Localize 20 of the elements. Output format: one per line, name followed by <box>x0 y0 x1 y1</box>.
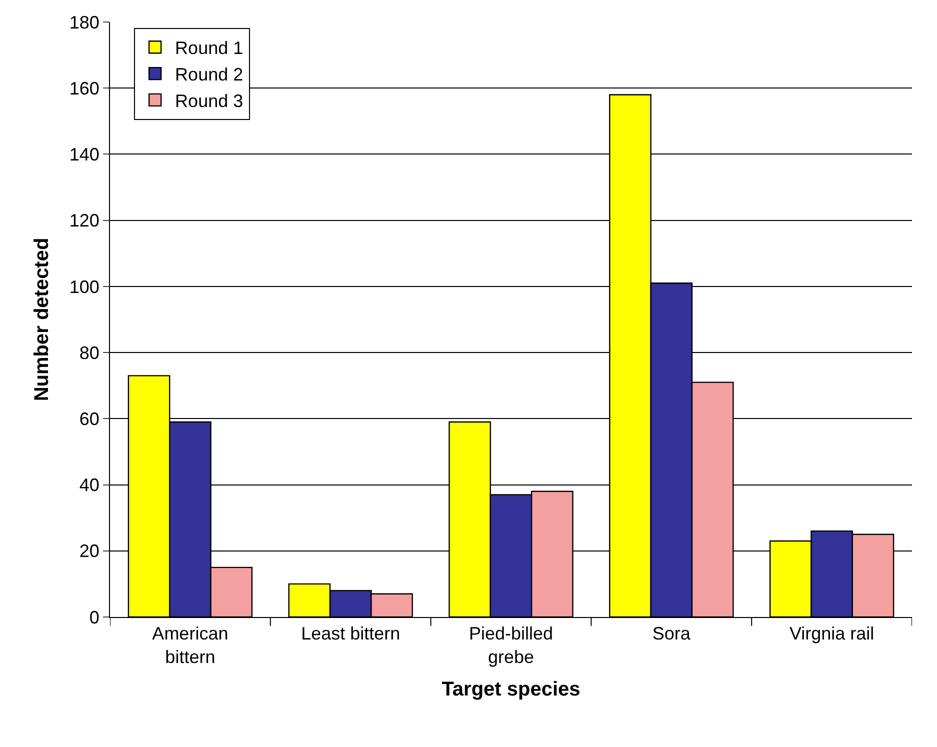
y-tick-label: 120 <box>69 210 100 231</box>
y-tick-label: 0 <box>89 607 100 628</box>
y-tick-label: 40 <box>79 475 100 496</box>
x-tick-label: Virgnia rail <box>789 624 874 644</box>
x-tick-label: American bittern <box>152 624 228 667</box>
legend-label: Round 2 <box>175 64 244 85</box>
y-tick-label: 180 <box>69 12 100 32</box>
y-tick-label: 20 <box>79 541 100 562</box>
legend-label: Round 3 <box>175 90 244 111</box>
x-tick-label: Sora <box>652 624 692 644</box>
y-axis-title: Number detected <box>30 238 53 402</box>
legend-label: Round 1 <box>175 38 244 58</box>
x-tick-label: Least bittern <box>301 624 400 644</box>
y-tick-label: 160 <box>69 78 100 98</box>
y-tick-label: 60 <box>79 408 100 429</box>
x-axis-title: Target species <box>442 678 580 700</box>
y-tick-label: 80 <box>79 342 100 363</box>
y-tick-label: 100 <box>69 276 100 297</box>
y-tick-label: 140 <box>69 144 100 165</box>
x-tick-label: Pied-billed grebe <box>468 624 554 667</box>
